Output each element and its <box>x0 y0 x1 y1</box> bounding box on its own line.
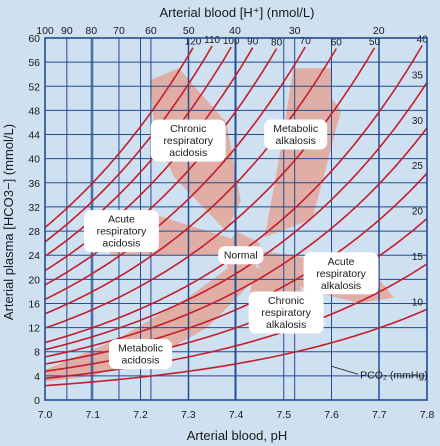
region-label-box <box>248 291 324 334</box>
isobar-line-120 <box>44 47 194 229</box>
isobar-label: 50 <box>369 37 381 48</box>
top-axis-title: Arterial blood [H⁺] (nmol/L) <box>160 5 315 20</box>
y-tick-label: 44 <box>28 130 40 142</box>
isobar-line-110 <box>44 45 213 243</box>
y-tick-label: 20 <box>28 274 40 286</box>
isobar-line-25 <box>44 172 428 365</box>
x-tick-label: 7.0 <box>38 409 53 421</box>
isobar-label: 20 <box>412 207 424 218</box>
y-tick-label: 40 <box>28 154 40 166</box>
y-tick-label: 52 <box>28 81 40 93</box>
isobar-line-90 <box>44 47 254 272</box>
y-tick-label: 48 <box>28 105 40 117</box>
y-tick-label: 16 <box>28 298 40 310</box>
region-label-box <box>264 119 328 150</box>
region-label-2: Acute respiratory acidosis <box>97 214 147 250</box>
y-tick-label: 56 <box>28 57 40 69</box>
region-label-box <box>303 252 379 295</box>
region-label-box <box>218 246 264 265</box>
y-tick-label: 36 <box>28 178 40 190</box>
isobar-label: 40 <box>417 34 429 45</box>
isobar-label: 30 <box>412 116 424 127</box>
x-tick-label: 7.3 <box>181 409 196 421</box>
region-shape-6 <box>45 255 256 382</box>
isobar-label: 100 <box>223 36 240 47</box>
isobar-label: 120 <box>185 37 202 48</box>
isobar-legend-leader <box>331 365 359 375</box>
isobar-line-70 <box>44 46 306 301</box>
x-tick-label: 7.4 <box>229 409 244 421</box>
region-label-6: Metabolic acidosis <box>118 343 163 367</box>
x-axis-title: Arterial blood, pH <box>187 428 287 443</box>
x-tick-label: 7.6 <box>324 409 339 421</box>
isobar-line-100 <box>44 46 232 257</box>
isobar-legend-label: PCO₂ (mmHg) <box>360 369 428 381</box>
isobar-label: 35 <box>412 70 424 81</box>
plot-frame <box>44 37 428 401</box>
region-label-layer: Chronic respiratory acidosis Metabolic alkal… <box>83 119 428 381</box>
region-label-5: Chronic respiratory alkalosis <box>261 295 311 331</box>
top-tick-label: 90 <box>61 25 73 37</box>
top-tick-label: 20 <box>373 25 385 37</box>
isobar-label: 15 <box>412 252 424 263</box>
top-tick-label: 30 <box>289 25 301 37</box>
top-tick-label: 60 <box>145 25 157 37</box>
top-tick-label: 100 <box>36 25 54 37</box>
isobar-line-15 <box>44 263 428 380</box>
region-label-4: Acute respiratory alkalosis <box>316 256 366 292</box>
region-label-box <box>108 339 173 370</box>
top-tick-label: 50 <box>183 25 195 37</box>
y-tick-label: 28 <box>28 226 40 238</box>
region-label-0: Chronic respiratory acidosis <box>163 123 213 159</box>
isobar-line-35 <box>44 82 428 351</box>
y-tick-label: 60 <box>28 33 40 45</box>
x-tick-label: 7.2 <box>133 409 148 421</box>
y-axis-title: Arterial plasma [HCO3−] (mmol/L) <box>1 124 16 320</box>
y-tick-label: 12 <box>28 323 40 335</box>
top-tick-label: 40 <box>229 25 241 37</box>
isobar-label: 10 <box>412 297 424 308</box>
x-tick-label: 7.1 <box>85 409 100 421</box>
isobar-label: 70 <box>300 36 312 47</box>
plot-border <box>44 37 428 401</box>
x-tick-label: 7.8 <box>420 409 435 421</box>
x-tick-label: 7.7 <box>372 409 387 421</box>
region-label-3: Normal <box>224 250 258 262</box>
isobar-label: 25 <box>412 161 424 172</box>
region-label-1: Metabolic alkalosis <box>273 123 318 147</box>
top-tick-label: 80 <box>85 25 97 37</box>
y-tick-label: 24 <box>28 250 40 262</box>
isobar-label: 110 <box>204 35 220 46</box>
y-tick-label: 8 <box>34 347 40 359</box>
isobar-label: 60 <box>331 38 343 49</box>
x-tick-label: 7.5 <box>276 409 291 421</box>
tick-layer: 7.0 7.1 7.2 7.3 7.4 7.5 7.6 7.7 7.80481216202428… <box>28 25 434 421</box>
isobar-line-30 <box>44 127 428 358</box>
y-tick-label: 32 <box>28 202 40 214</box>
isobar-label: 80 <box>271 38 283 49</box>
region-label-box <box>150 119 226 162</box>
region-label-box <box>83 210 159 253</box>
y-tick-label: 4 <box>34 371 40 383</box>
top-tick-label: 70 <box>113 25 125 37</box>
isobar-line-10 <box>44 308 428 387</box>
isobar-label: 90 <box>247 37 259 48</box>
isobar-line-80 <box>44 48 278 286</box>
y-tick-label: 0 <box>34 395 40 407</box>
